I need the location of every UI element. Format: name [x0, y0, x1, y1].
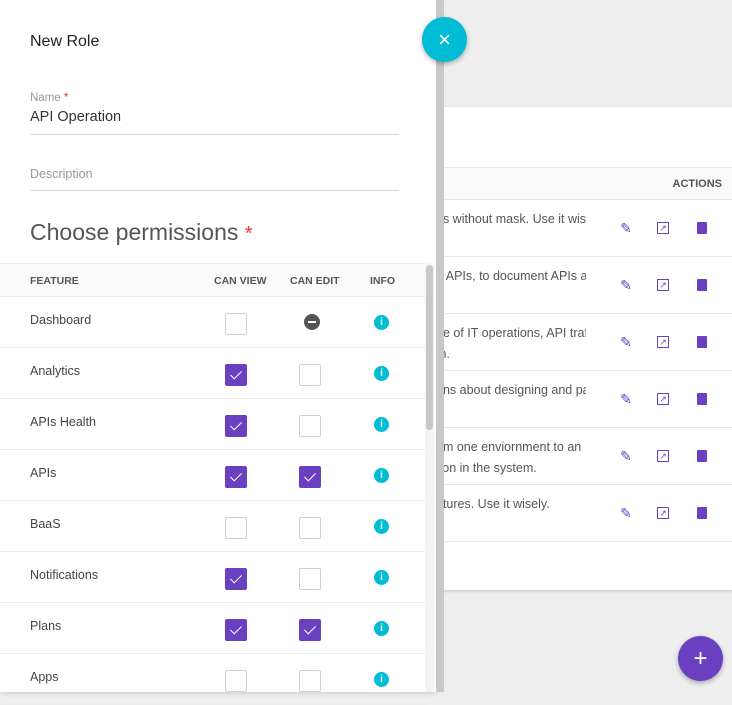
permission-row: BaaS i [0, 501, 426, 552]
can-edit-checkbox[interactable] [299, 364, 321, 386]
permission-row: Plans i [0, 603, 426, 654]
edit-icon[interactable]: ✎ [620, 334, 632, 350]
permission-row: Apps i [0, 654, 426, 705]
add-role-button[interactable]: + [678, 636, 723, 681]
feature-name: Analytics [30, 364, 81, 378]
permissions-scrollbar[interactable] [426, 265, 433, 430]
role-description: ons about designing and pa [436, 383, 586, 397]
edit-icon[interactable]: ✎ [620, 391, 632, 407]
drawer-title: New Role [30, 33, 100, 50]
permission-row: APIs Health i [0, 399, 426, 450]
name-label: Name * [30, 92, 69, 104]
delete-icon[interactable] [697, 279, 707, 291]
header-can-view: CAN VIEW [214, 275, 267, 287]
page-scrollbar[interactable] [436, 0, 444, 692]
actions-header: ACTIONS [672, 178, 723, 190]
open-external-icon[interactable]: ↗ [657, 336, 669, 348]
name-underline [30, 134, 399, 135]
can-edit-checkbox[interactable] [299, 415, 321, 437]
role-row: ge of IT operations, API trafth. ✎ ↗ [436, 314, 732, 371]
info-icon[interactable]: i [374, 468, 389, 483]
feature-name: Notifications [30, 568, 99, 582]
role-description: atures. Use it wisely. [436, 497, 550, 511]
feature-name: Dashboard [30, 313, 92, 327]
can-view-checkbox[interactable] [225, 568, 247, 590]
edit-icon[interactable]: ✎ [620, 448, 632, 464]
info-icon[interactable]: i [374, 672, 389, 687]
role-row: atures. Use it wisely. ✎ ↗ [436, 485, 732, 542]
edit-icon[interactable]: ✎ [620, 277, 632, 293]
can-view-checkbox[interactable] [225, 466, 247, 488]
delete-icon[interactable] [697, 450, 707, 462]
role-row: om one enviornment to an tion in the syst… [436, 428, 732, 485]
not-applicable-icon [304, 314, 320, 330]
roles-table-header: ACTIONS [444, 167, 732, 200]
open-external-icon[interactable]: ↗ [657, 222, 669, 234]
can-edit-checkbox[interactable] [299, 517, 321, 539]
can-view-checkbox[interactable] [225, 364, 247, 386]
delete-icon[interactable] [697, 222, 707, 234]
edit-icon[interactable]: ✎ [620, 220, 632, 236]
feature-name: Apps [30, 670, 59, 684]
feature-name: Plans [30, 619, 62, 633]
permissions-scroll-track [425, 263, 434, 692]
permission-row: APIs i [0, 450, 426, 501]
header-can-edit: CAN EDIT [290, 275, 340, 287]
header-info: INFO [370, 275, 396, 287]
can-edit-checkbox[interactable] [299, 568, 321, 590]
role-description: ns without mask. Use it wis [436, 212, 586, 226]
can-view-checkbox[interactable] [225, 415, 247, 437]
feature-name: BaaS [30, 517, 61, 531]
can-view-checkbox[interactable] [225, 670, 247, 692]
delete-icon[interactable] [697, 336, 707, 348]
permissions-heading: Choose permissions * [30, 219, 253, 245]
open-external-icon[interactable]: ↗ [657, 450, 669, 462]
roles-table-card: ACTIONS ns without mask. Use it wis ✎ ↗ … [436, 107, 732, 590]
delete-icon[interactable] [697, 393, 707, 405]
edit-icon[interactable]: ✎ [620, 505, 632, 521]
info-icon[interactable]: i [374, 621, 389, 636]
can-view-checkbox[interactable] [225, 619, 247, 641]
can-view-checkbox[interactable] [225, 517, 247, 539]
info-icon[interactable]: i [374, 519, 389, 534]
role-row: ns without mask. Use it wis ✎ ↗ [436, 200, 732, 257]
feature-name: APIs Health [30, 415, 97, 429]
feature-name: APIs [30, 466, 57, 480]
can-edit-checkbox[interactable] [299, 670, 321, 692]
description-underline [30, 190, 399, 191]
permission-row: Notifications i [0, 552, 426, 603]
header-feature: FEATURE [30, 275, 79, 287]
open-external-icon[interactable]: ↗ [657, 279, 669, 291]
can-view-checkbox[interactable] [225, 313, 247, 335]
new-role-drawer: New Role Name * API Operation Descriptio… [0, 0, 436, 692]
info-icon[interactable]: i [374, 417, 389, 432]
permissions-table-header: FEATURE CAN VIEW CAN EDIT INFO [0, 263, 426, 297]
description-input[interactable]: Description [30, 167, 93, 181]
permission-row: Dashboard i [0, 297, 426, 348]
delete-icon[interactable] [697, 507, 707, 519]
can-edit-checkbox[interactable] [299, 619, 321, 641]
role-row: n APIs, to document APIs a ✎ ↗ [436, 257, 732, 314]
info-icon[interactable]: i [374, 570, 389, 585]
open-external-icon[interactable]: ↗ [657, 393, 669, 405]
info-icon[interactable]: i [374, 366, 389, 381]
role-description: om one enviornment to an tion in the syst… [436, 440, 582, 475]
open-external-icon[interactable]: ↗ [657, 507, 669, 519]
close-drawer-button[interactable]: × [422, 17, 467, 62]
role-row: ons about designing and pa ✎ ↗ [436, 371, 732, 428]
role-description: n APIs, to document APIs a [436, 269, 586, 283]
role-description: ge of IT operations, API trafth. [436, 326, 586, 361]
can-edit-checkbox[interactable] [299, 466, 321, 488]
permission-row: Analytics i [0, 348, 426, 399]
info-icon[interactable]: i [374, 315, 389, 330]
name-input[interactable]: API Operation [30, 109, 122, 125]
